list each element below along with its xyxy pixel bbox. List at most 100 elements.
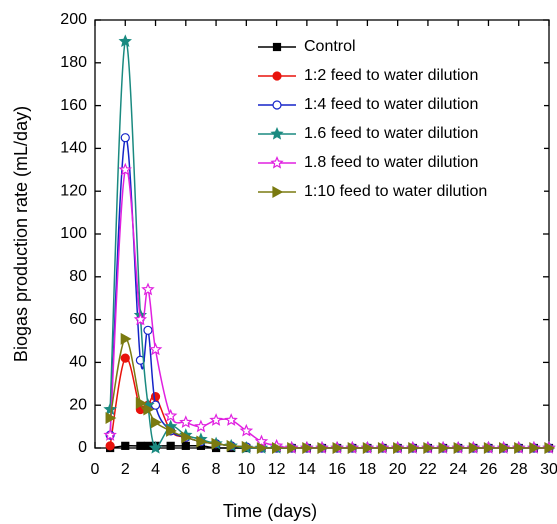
x-tick-label: 8 [212,461,221,478]
marker [133,312,148,326]
series-line [109,167,549,449]
x-tick-label: 2 [121,461,130,478]
marker [270,126,284,140]
legend-label: Control [304,38,356,55]
marker [148,440,163,454]
marker [181,441,190,450]
marker [179,415,193,429]
marker [105,441,115,451]
marker [270,155,284,169]
y-tick-label: 200 [60,11,87,28]
series-line [109,338,549,449]
x-tick-label: 28 [510,461,528,478]
x-axis-label: Time (days) [223,501,317,521]
marker [483,441,495,455]
marker [332,441,344,455]
x-tick-label: 4 [151,461,160,478]
marker [194,419,208,433]
legend-label: 1.8 feed to water dilution [304,154,478,171]
marker [272,100,282,110]
marker [118,34,132,48]
marker [272,441,283,455]
marker [241,440,253,453]
x-tick-label: 0 [91,461,100,478]
y-tick-label: 40 [69,354,87,371]
x-tick-label: 14 [298,461,316,478]
marker [453,441,465,455]
marker [302,441,314,455]
marker [166,424,177,437]
marker [121,441,130,450]
marker [544,441,556,455]
marker [181,431,193,444]
marker [224,413,238,426]
marker [272,71,282,81]
marker [529,441,541,455]
x-tick-label: 20 [389,461,407,478]
marker [150,400,161,410]
marker [136,441,145,450]
marker [103,428,117,441]
legend-label: 1.6 feed to water dilution [304,125,478,142]
marker [468,441,480,455]
x-tick-label: 24 [449,461,467,478]
y-tick-label: 100 [60,225,87,242]
marker [120,133,130,143]
marker [408,441,420,455]
legend-label: 1:4 feed to water dilution [304,96,478,113]
marker [393,441,404,455]
marker [499,441,510,455]
marker [135,355,145,365]
legend-label: 1:2 feed to water dilution [304,67,478,84]
marker [120,353,130,363]
marker [105,412,117,425]
y-tick-label: 80 [69,268,87,285]
marker [362,441,374,455]
marker [211,437,223,450]
marker [118,162,132,176]
legend-box [252,32,544,210]
marker [141,282,155,296]
x-tick-label: 18 [359,461,377,478]
y-tick-label: 180 [60,54,87,71]
x-tick-label: 26 [480,461,498,478]
marker [209,413,223,426]
marker [438,441,450,455]
marker [423,441,435,455]
marker [143,325,153,335]
y-tick-label: 160 [60,97,87,114]
marker [256,441,268,455]
marker [226,439,238,452]
marker [239,423,254,437]
x-tick-label: 12 [268,461,286,478]
marker [143,403,155,416]
y-axis-label: Biogas production rate (mL/day) [11,106,31,362]
marker [514,441,525,455]
y-tick-label: 20 [69,396,87,413]
legend: Control 1:2 feed to water dilution 1:4 fee… [252,32,544,210]
marker [166,441,175,450]
y-tick-label: 60 [69,311,87,328]
marker [272,185,284,199]
marker [317,441,329,455]
x-tick-label: 10 [237,461,255,478]
y-tick-label: 0 [78,439,87,456]
marker [377,441,389,455]
y-tick-label: 140 [60,140,87,157]
marker [148,342,163,356]
x-tick-label: 6 [181,461,190,478]
marker [287,441,298,455]
x-tick-label: 30 [540,461,557,478]
marker [163,408,178,422]
legend-label: 1:10 feed to water dilution [304,183,487,200]
marker [150,392,161,402]
marker [103,402,117,416]
marker [272,42,282,52]
marker [196,435,208,448]
x-tick-label: 22 [419,461,437,478]
x-tick-label: 16 [328,461,346,478]
y-tick-label: 120 [60,182,87,199]
marker [150,416,162,429]
marker [135,397,147,410]
